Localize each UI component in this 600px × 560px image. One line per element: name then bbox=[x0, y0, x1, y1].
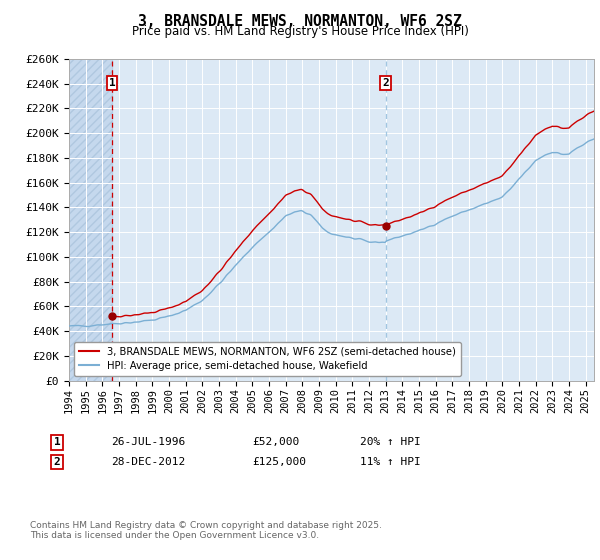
HPI: Average price, semi-detached house, Wakefield: (2e+03, 4.38e+04): Average price, semi-detached house, Wake… bbox=[83, 323, 91, 330]
3, BRANSDALE MEWS, NORMANTON, WF6 2SZ (semi-detached house) bbox=[465, 187, 472, 194]
Text: 2: 2 bbox=[382, 78, 389, 88]
Text: £125,000: £125,000 bbox=[252, 457, 306, 467]
3, BRANSDALE MEWS, NORMANTON, WF6 2SZ (semi-detached house) bbox=[383, 221, 390, 228]
Text: 20% ↑ HPI: 20% ↑ HPI bbox=[360, 437, 421, 447]
3, BRANSDALE MEWS, NORMANTON, WF6 2SZ (semi-detached house) bbox=[491, 176, 499, 183]
Text: 2: 2 bbox=[53, 457, 61, 467]
Line: HPI: Average price, semi-detached house, Wakefield: HPI: Average price, semi-detached house,… bbox=[69, 139, 594, 326]
Legend: 3, BRANSDALE MEWS, NORMANTON, WF6 2SZ (semi-detached house), HPI: Average price,: 3, BRANSDALE MEWS, NORMANTON, WF6 2SZ (s… bbox=[74, 342, 461, 376]
3, BRANSDALE MEWS, NORMANTON, WF6 2SZ (semi-detached house) bbox=[590, 108, 598, 114]
Text: £52,000: £52,000 bbox=[252, 437, 299, 447]
HPI: Average price, semi-detached house, Wakefield: (2.01e+03, 1.15e+05): Average price, semi-detached house, Wake… bbox=[356, 235, 364, 242]
Line: 3, BRANSDALE MEWS, NORMANTON, WF6 2SZ (semi-detached house): 3, BRANSDALE MEWS, NORMANTON, WF6 2SZ (s… bbox=[386, 111, 594, 225]
HPI: Average price, semi-detached house, Wakefield: (2.03e+03, 1.95e+05): Average price, semi-detached house, Wake… bbox=[590, 136, 598, 142]
Text: 3, BRANSDALE MEWS, NORMANTON, WF6 2SZ: 3, BRANSDALE MEWS, NORMANTON, WF6 2SZ bbox=[138, 14, 462, 29]
HPI: Average price, semi-detached house, Wakefield: (1.99e+03, 4.43e+04): Average price, semi-detached house, Wake… bbox=[65, 323, 73, 329]
3, BRANSDALE MEWS, NORMANTON, WF6 2SZ (semi-detached house) bbox=[500, 171, 507, 178]
3, BRANSDALE MEWS, NORMANTON, WF6 2SZ (semi-detached house) bbox=[554, 123, 562, 130]
HPI: Average price, semi-detached house, Wakefield: (2.01e+03, 1.27e+05): Average price, semi-detached house, Wake… bbox=[274, 220, 281, 227]
3, BRANSDALE MEWS, NORMANTON, WF6 2SZ (semi-detached house) bbox=[451, 193, 458, 199]
Text: 28-DEC-2012: 28-DEC-2012 bbox=[111, 457, 185, 467]
Text: 1: 1 bbox=[109, 78, 115, 88]
Text: Contains HM Land Registry data © Crown copyright and database right 2025.
This d: Contains HM Land Registry data © Crown c… bbox=[30, 521, 382, 540]
Text: 26-JUL-1996: 26-JUL-1996 bbox=[111, 437, 185, 447]
Text: Price paid vs. HM Land Registry's House Price Index (HPI): Price paid vs. HM Land Registry's House … bbox=[131, 25, 469, 38]
HPI: Average price, semi-detached house, Wakefield: (2.02e+03, 1.87e+05): Average price, semi-detached house, Wake… bbox=[572, 146, 580, 152]
Text: 11% ↑ HPI: 11% ↑ HPI bbox=[360, 457, 421, 467]
HPI: Average price, semi-detached house, Wakefield: (2.01e+03, 1.15e+05): Average price, semi-detached house, Wake… bbox=[391, 235, 398, 241]
HPI: Average price, semi-detached house, Wakefield: (2e+03, 4.39e+04): Average price, semi-detached house, Wake… bbox=[82, 323, 89, 330]
3, BRANSDALE MEWS, NORMANTON, WF6 2SZ (semi-detached house) bbox=[526, 139, 533, 146]
HPI: Average price, semi-detached house, Wakefield: (2.02e+03, 1.84e+05): Average price, semi-detached house, Wake… bbox=[567, 150, 574, 156]
Text: 1: 1 bbox=[53, 437, 61, 447]
